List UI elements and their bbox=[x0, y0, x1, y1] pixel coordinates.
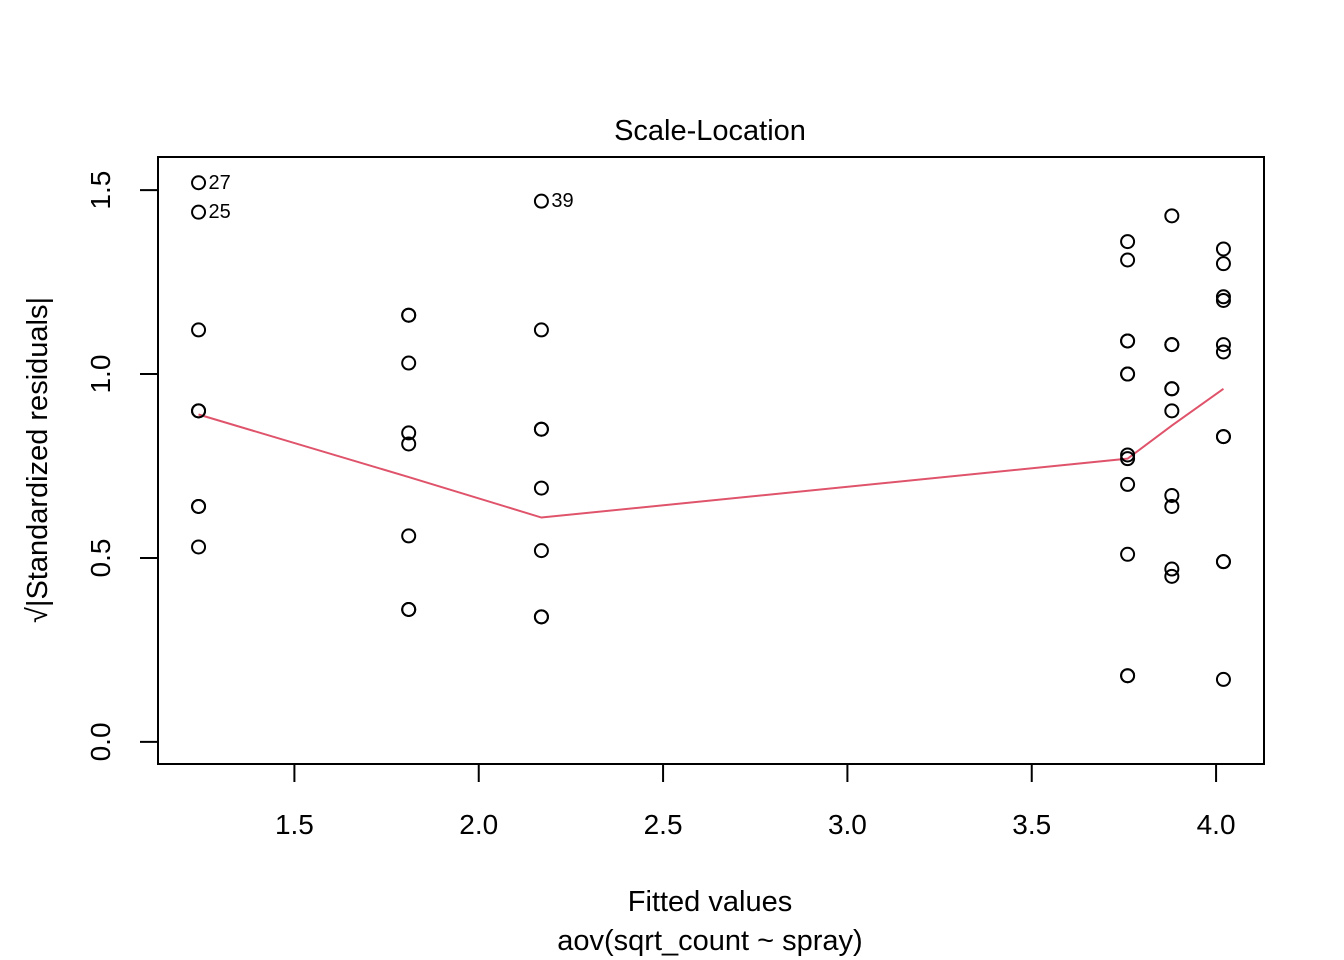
point-label: 39 bbox=[551, 190, 573, 212]
data-point bbox=[1120, 234, 1136, 250]
x-axis-title: Fitted values bbox=[628, 886, 792, 918]
data-point bbox=[191, 498, 207, 514]
data-point bbox=[191, 204, 207, 220]
data-point bbox=[533, 480, 549, 496]
data-point bbox=[1164, 381, 1180, 397]
data-point bbox=[533, 609, 549, 625]
data-point bbox=[1120, 476, 1136, 492]
data-point bbox=[1215, 554, 1231, 570]
data-point bbox=[1164, 337, 1180, 353]
data-point bbox=[401, 601, 417, 617]
data-point bbox=[1164, 403, 1180, 419]
data-point bbox=[1215, 337, 1231, 353]
data-point bbox=[533, 543, 549, 559]
data-point bbox=[1120, 546, 1136, 562]
data-point bbox=[533, 193, 549, 209]
data-point bbox=[401, 425, 417, 441]
data-point bbox=[1215, 429, 1231, 445]
data-point bbox=[1120, 252, 1136, 268]
data-point bbox=[533, 322, 549, 338]
data-point bbox=[1215, 256, 1231, 272]
x-tick-label: 1.5 bbox=[275, 809, 314, 840]
data-point bbox=[401, 307, 417, 323]
y-tick-label: 1.0 bbox=[85, 355, 116, 394]
data-point bbox=[1164, 487, 1180, 503]
data-points: 27 25 39 bbox=[191, 172, 1231, 687]
y-tick-label: 0.0 bbox=[85, 722, 116, 761]
data-point bbox=[533, 421, 549, 437]
chart-title: Scale-Location bbox=[614, 115, 806, 147]
data-point bbox=[191, 175, 207, 191]
data-point bbox=[1164, 208, 1180, 224]
data-point bbox=[1215, 241, 1231, 257]
data-point bbox=[1215, 292, 1231, 308]
x-tick-label: 3.5 bbox=[1012, 809, 1051, 840]
data-point bbox=[1215, 671, 1231, 687]
y-tick-label: 0.5 bbox=[85, 539, 116, 578]
data-point bbox=[191, 539, 207, 555]
x-tick-label: 4.0 bbox=[1197, 809, 1236, 840]
data-point bbox=[1120, 366, 1136, 382]
data-point bbox=[1164, 561, 1180, 577]
x-tick-label: 2.5 bbox=[644, 809, 683, 840]
y-axis-title: √|Standardized residuals| bbox=[22, 297, 54, 623]
data-point bbox=[1120, 451, 1136, 467]
y-axis: 0.0 0.5 1.0 1.5 bbox=[85, 171, 159, 761]
point-label: 27 bbox=[209, 172, 231, 194]
data-point bbox=[1164, 498, 1180, 514]
data-point bbox=[191, 322, 207, 338]
x-tick-label: 2.0 bbox=[459, 809, 498, 840]
y-tick-label: 1.5 bbox=[85, 171, 116, 210]
x-axis-subtitle: aov(sqrt_count ~ spray) bbox=[557, 925, 862, 957]
x-tick-label: 3.0 bbox=[828, 809, 867, 840]
data-point bbox=[191, 403, 207, 419]
smoother-line bbox=[198, 387, 1225, 519]
data-point bbox=[1120, 668, 1136, 684]
x-axis: 1.5 2.0 2.5 3.0 3.5 4.0 bbox=[275, 763, 1236, 840]
data-point bbox=[401, 355, 417, 371]
data-point bbox=[401, 528, 417, 544]
data-point bbox=[1120, 333, 1136, 349]
point-label: 25 bbox=[209, 201, 231, 223]
data-point bbox=[1215, 344, 1231, 360]
data-point bbox=[401, 436, 417, 452]
data-point bbox=[1164, 568, 1180, 584]
